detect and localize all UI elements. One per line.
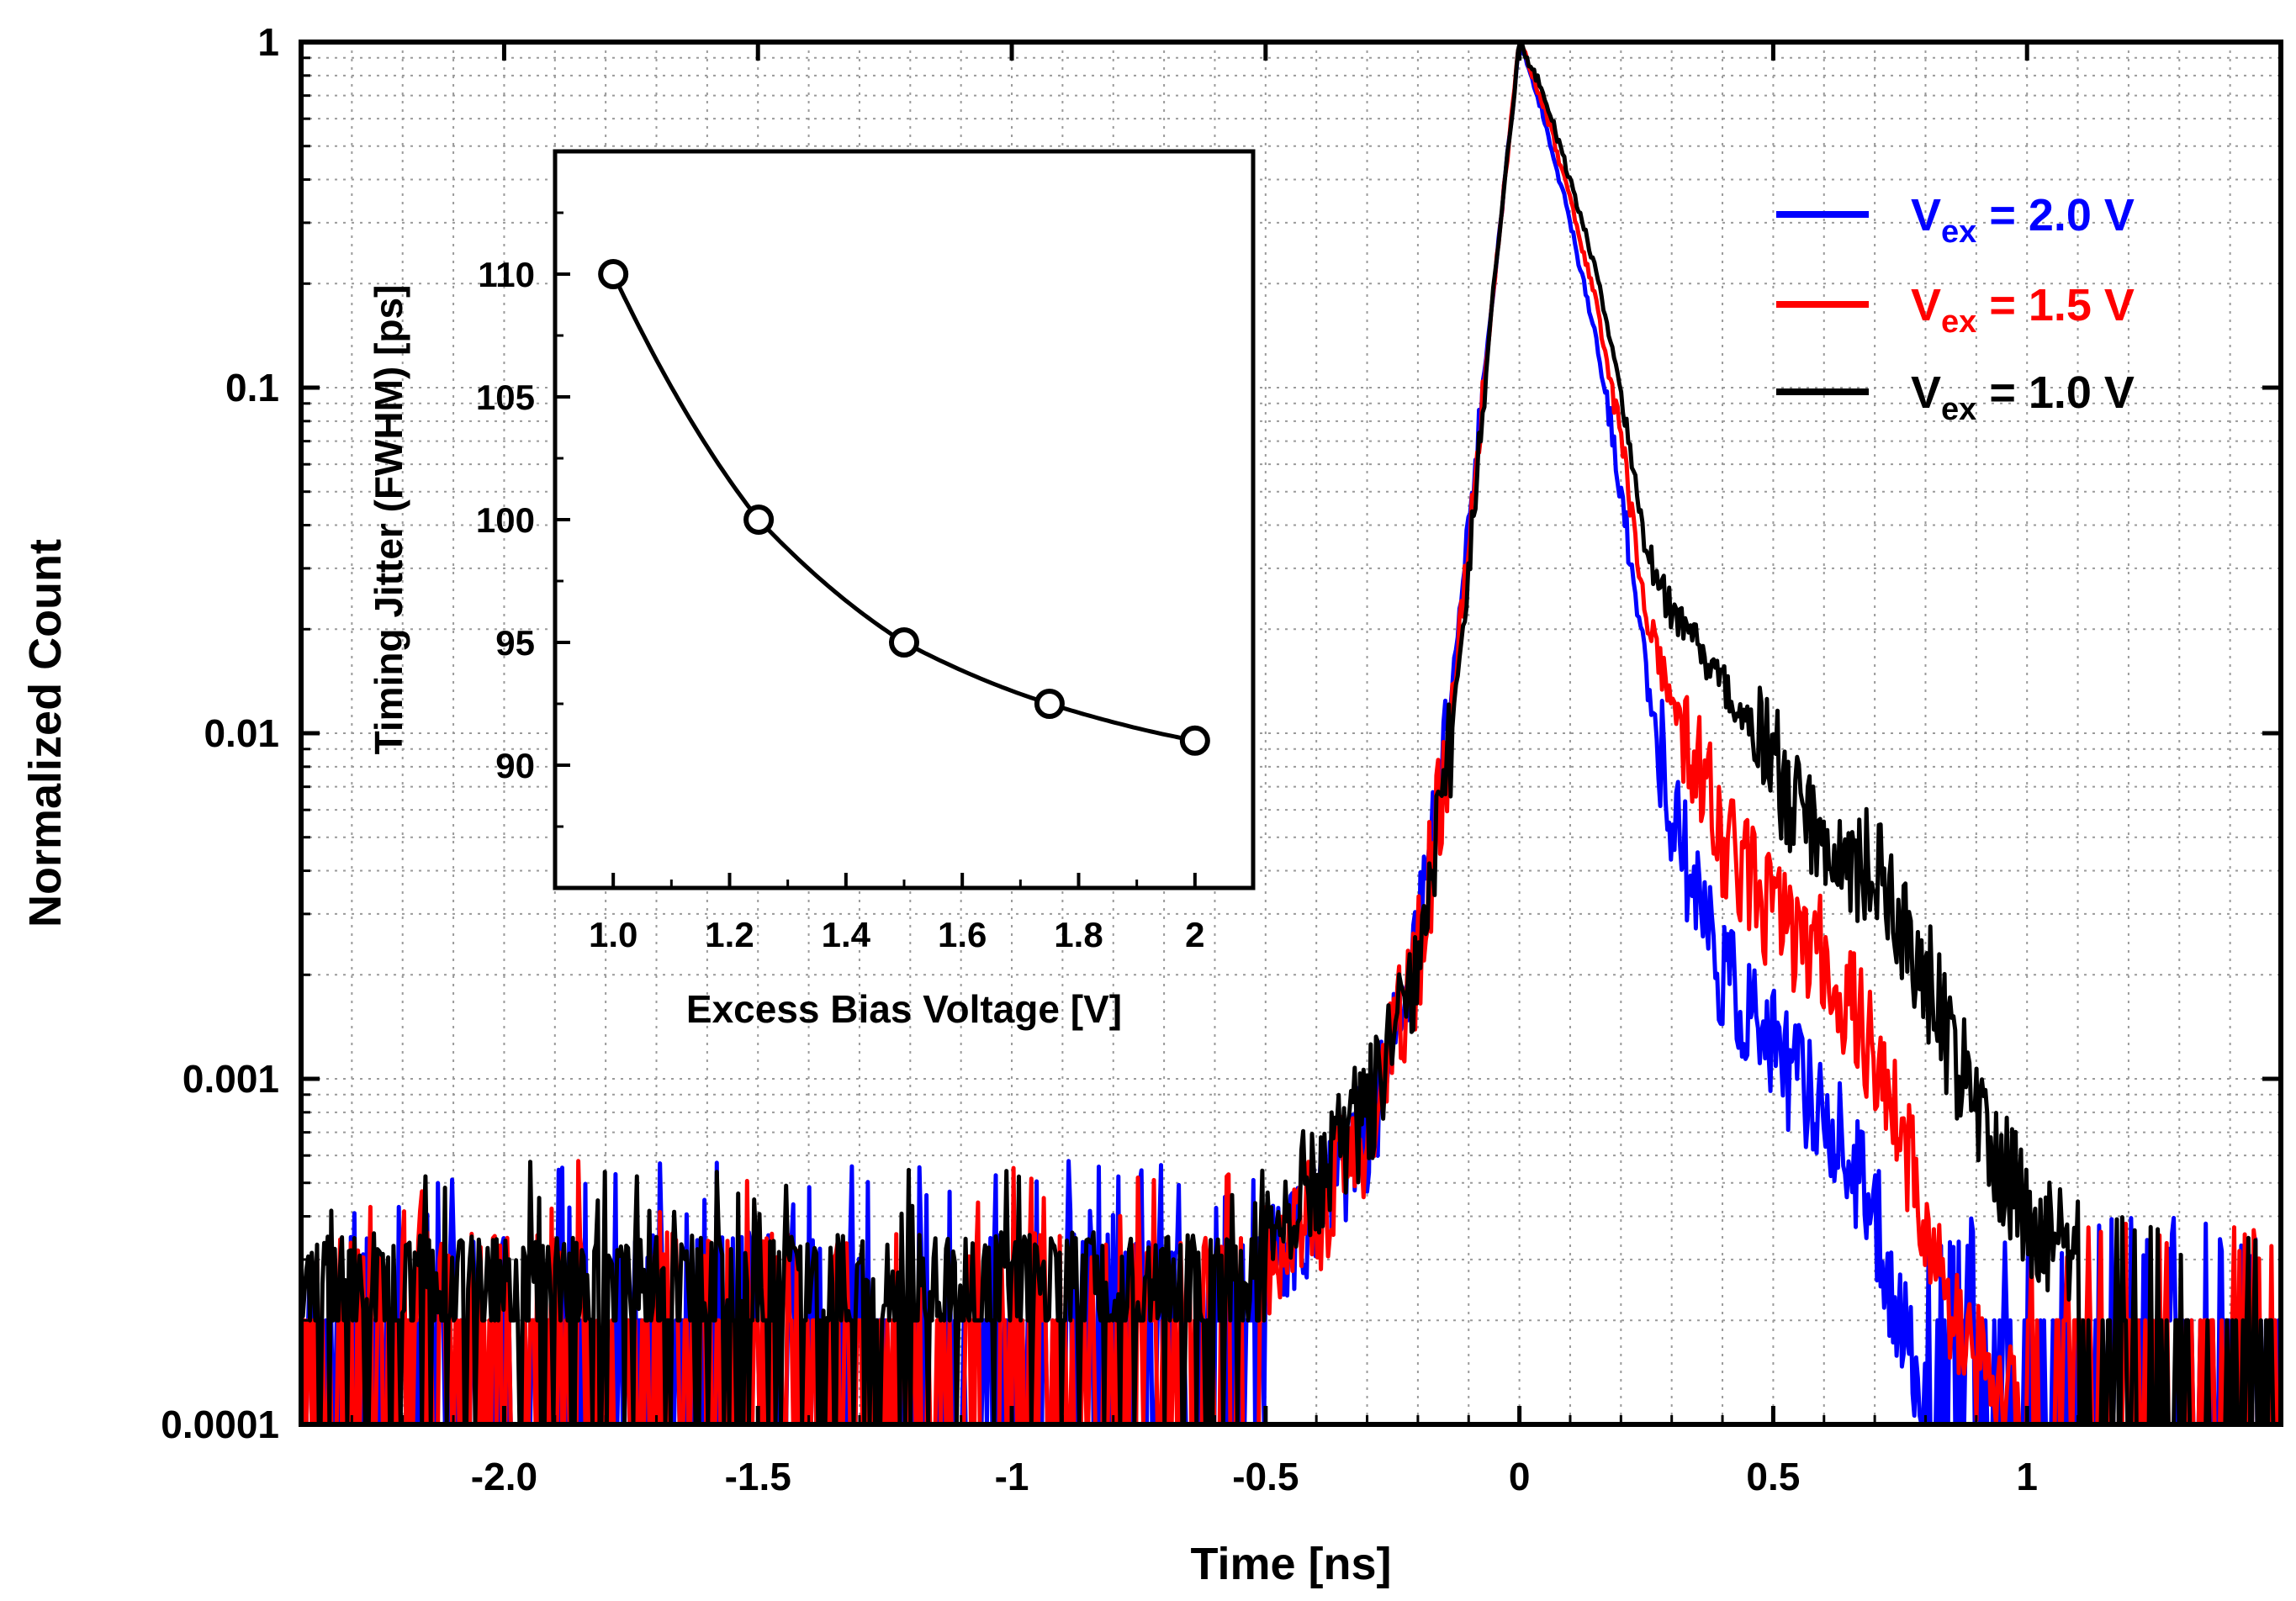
- inset-y-tick-label: 105: [476, 378, 535, 417]
- inset-x-tick-label: 1.6: [938, 915, 987, 954]
- inset-data-point: [889, 627, 919, 658]
- legend: Vex = 2.0 V Vex = 1.5 V Vex = 1.0 V: [1776, 190, 2135, 427]
- main-x-tick-labels: -2.0 -1.5 -1 -0.5 0 0.5 1: [471, 1455, 2038, 1498]
- inset-y-axis-title: Timing Jitter (FWHM) [ps]: [367, 285, 410, 755]
- main-tick-marks: [301, 40, 2281, 1427]
- main-x-axis-title: Time [ns]: [1190, 1539, 1391, 1589]
- x-tick-label: 1: [2016, 1455, 2038, 1498]
- inset-background: [555, 151, 1253, 888]
- inset-x-axis-title: Excess Bias Voltage [V]: [686, 987, 1122, 1031]
- main-y-tick-labels: 0.0001 0.001 0.01 0.1 1: [161, 20, 279, 1446]
- y-tick-label: 0.01: [204, 711, 279, 755]
- legend-label: Vex = 1.5 V: [1911, 280, 2135, 340]
- x-tick-label: -2.0: [471, 1455, 537, 1498]
- inset-data-point: [743, 505, 775, 535]
- x-tick-label: 0: [1509, 1455, 1531, 1498]
- inset-x-tick-label: 1.4: [822, 915, 871, 954]
- x-tick-label: -1.5: [725, 1455, 791, 1498]
- inset-data-point: [1179, 725, 1210, 756]
- inset-data-point: [1034, 689, 1065, 719]
- legend-label: Vex = 1.0 V: [1911, 367, 2135, 427]
- inset-tick-marks: [555, 211, 1197, 888]
- main-y-axis-title: Normalized Count: [20, 539, 71, 927]
- inset-x-tick-label: 2: [1185, 915, 1204, 954]
- inset-y-tick-label: 100: [476, 500, 535, 540]
- x-tick-label: -1: [995, 1455, 1029, 1498]
- inset-x-tick-labels: 1.0 1.2 1.4 1.6 1.8 2: [589, 915, 1205, 954]
- inset-y-tick-label: 90: [495, 746, 535, 785]
- legend-label: Vex = 2.0 V: [1911, 190, 2135, 250]
- inset-series-group: [598, 259, 1210, 756]
- inset-x-tick-label: 1.8: [1054, 915, 1103, 954]
- y-tick-label: 0.0001: [161, 1403, 279, 1446]
- inset-y-tick-label: 95: [495, 623, 535, 663]
- inset-x-tick-label: 1.2: [705, 915, 754, 954]
- series-line-3: [299, 40, 2281, 1427]
- x-tick-label: -0.5: [1232, 1455, 1299, 1498]
- inset-x-tick-label: 1.0: [589, 915, 637, 954]
- inset-data-point: [598, 259, 629, 289]
- y-tick-label: 0.001: [183, 1057, 279, 1101]
- x-tick-label: 0.5: [1746, 1455, 1800, 1498]
- y-tick-label: 0.1: [225, 366, 279, 409]
- inset-y-tick-label: 110: [478, 255, 535, 294]
- y-tick-label: 1: [257, 20, 279, 64]
- inset-y-tick-labels: 90 95 100 105 110: [476, 255, 535, 785]
